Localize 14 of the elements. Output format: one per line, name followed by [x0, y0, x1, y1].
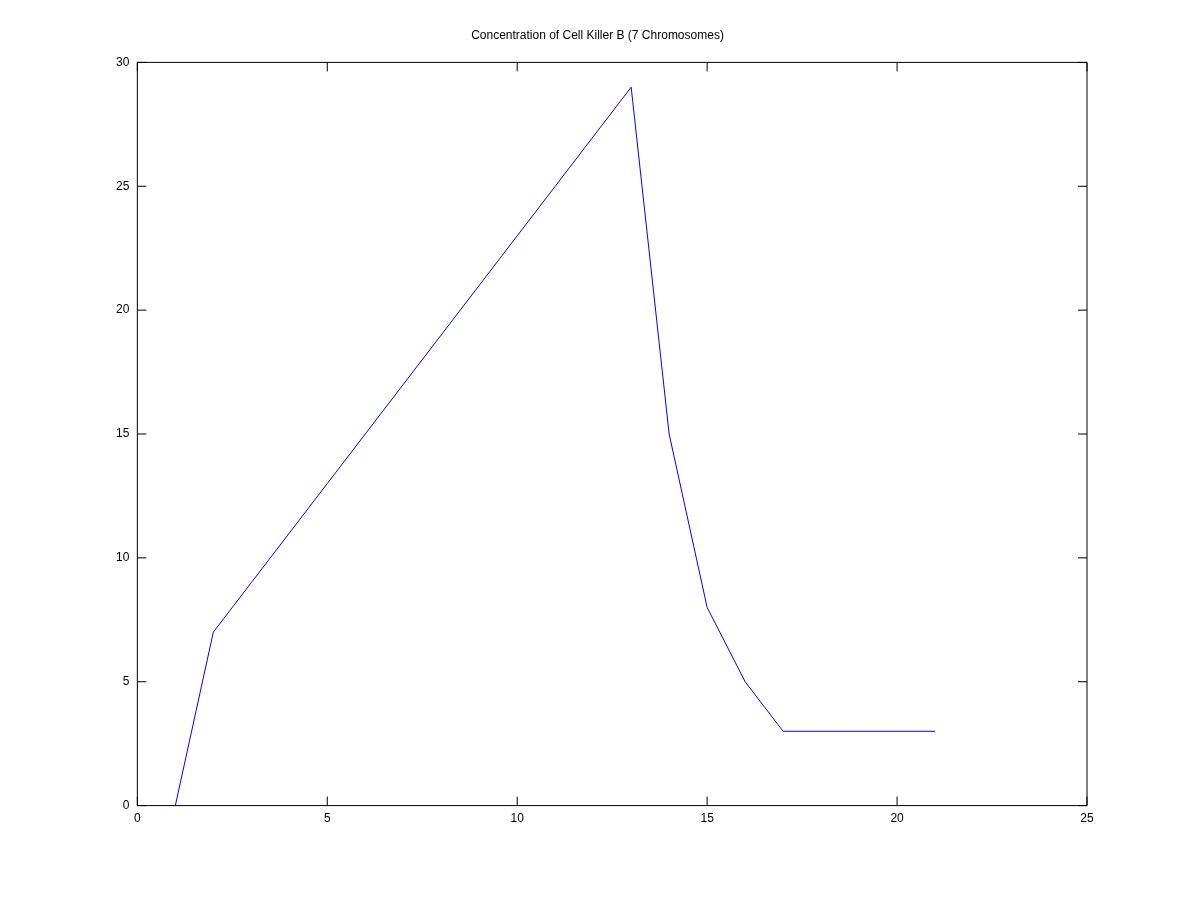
x-tick-label: 25 — [1080, 811, 1094, 826]
chart-title: Concentration of Cell Killer B (7 Chromosomes) — [471, 27, 724, 42]
y-tick-label: 0 — [122, 797, 130, 812]
x-tick-label: 5 — [323, 811, 331, 826]
y-tick-label: 25 — [115, 178, 130, 193]
x-tick-label: 15 — [700, 811, 715, 826]
y-tick-label: 10 — [115, 550, 130, 565]
y-tick-label: 15 — [115, 426, 130, 441]
y-tick-label: 30 — [115, 54, 130, 69]
y-tick-label: 20 — [115, 302, 130, 317]
x-tick-label: 10 — [510, 811, 525, 826]
x-tick-label: 20 — [890, 811, 905, 826]
x-tick-label: 0 — [134, 811, 141, 826]
y-tick-label: 5 — [122, 674, 130, 689]
